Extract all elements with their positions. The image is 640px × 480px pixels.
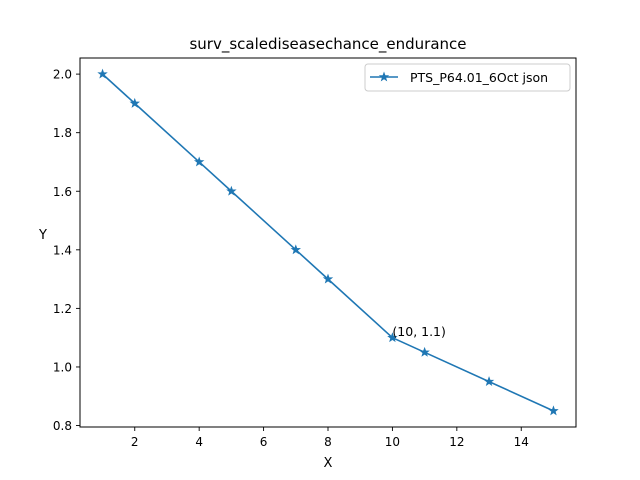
- data-point-star: [548, 405, 559, 416]
- y-tick-label: 1.8: [53, 126, 72, 140]
- x-axis-label: X: [324, 456, 333, 471]
- x-tick-label: 2: [131, 435, 139, 449]
- legend: PTS_P64.01_6Oct json: [364, 63, 571, 92]
- point-annotation: (10, 1.1): [392, 324, 446, 339]
- legend-entry-label: PTS_P64.01_6Oct json: [410, 70, 548, 85]
- data-point-star: [483, 376, 495, 387]
- y-axis-label: Y: [38, 228, 47, 243]
- legend-box: [364, 63, 571, 92]
- y-tick-label: 1.4: [53, 243, 72, 257]
- x-tick-label: 8: [324, 435, 332, 449]
- x-tick-label: 10: [385, 435, 400, 449]
- data-point-star: [193, 156, 205, 167]
- y-tick-label: 1.6: [53, 185, 72, 199]
- data-point-star: [322, 273, 334, 284]
- data-point-star: [290, 244, 302, 255]
- y-tick-label: 0.8: [53, 419, 72, 433]
- y-tick-label: 1.0: [53, 360, 72, 374]
- y-axis: 0.8 1.0 1.2 1.4 1.6 1.8 2.0: [53, 68, 80, 433]
- series-line: [102, 73, 554, 412]
- x-tick-label: 12: [449, 435, 464, 449]
- x-axis: 2 4 6 8 10 12 14: [131, 427, 529, 449]
- data-point-star: [226, 185, 237, 196]
- data-point-star: [387, 332, 398, 343]
- data-point-star: [129, 97, 140, 108]
- y-tick-label: 1.2: [53, 302, 72, 316]
- x-tick-label: 6: [260, 435, 268, 449]
- x-tick-label: 4: [195, 435, 203, 449]
- legend-marker-star: [378, 71, 390, 82]
- y-tick-label: 2.0: [53, 68, 72, 82]
- chart-title: surv_scalediseasechance_endurance: [189, 35, 466, 54]
- data-point-star: [419, 346, 430, 357]
- data-point-star: [97, 68, 108, 79]
- plot-area: (10, 1.1): [97, 68, 559, 416]
- x-tick-label: 14: [514, 435, 529, 449]
